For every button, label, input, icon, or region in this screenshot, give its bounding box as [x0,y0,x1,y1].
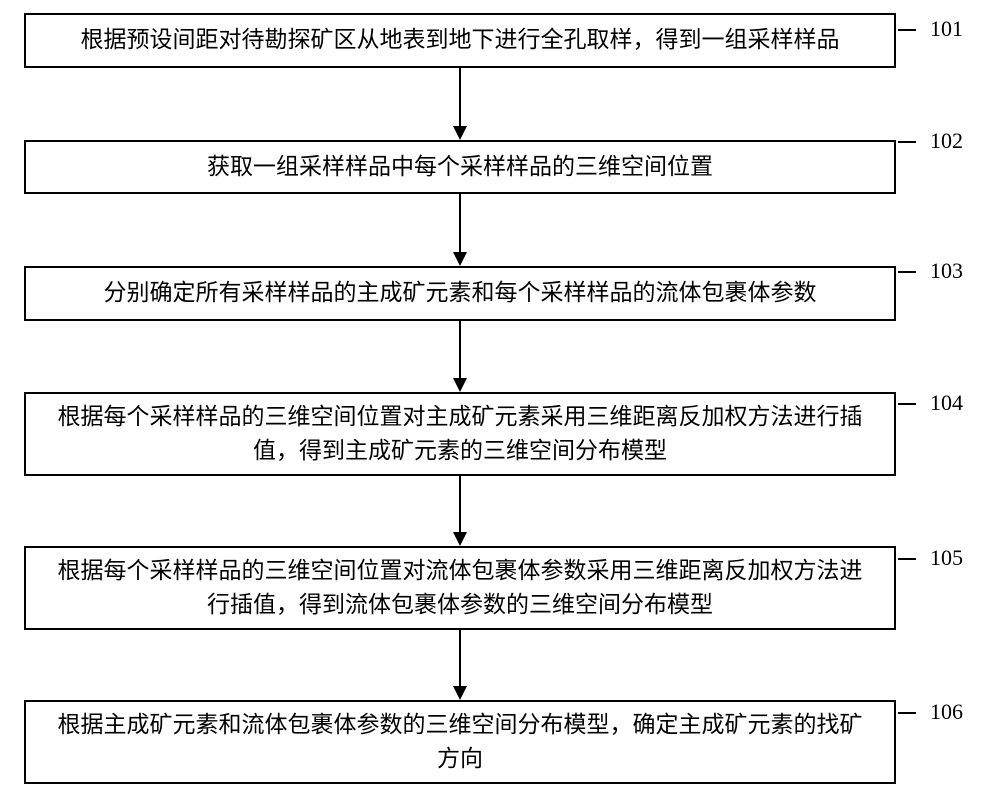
flowchart-step-6: 根据主成矿元素和流体包裹体参数的三维空间分布模型，确定主成矿元素的找矿方向 [24,700,896,784]
arrow-line [459,630,461,686]
flowchart-step-5: 根据每个采样样品的三维空间位置对流体包裹体参数采用三维距离反加权方法进行插值，得… [24,546,896,630]
arrow-head-icon [453,252,467,266]
arrow-head-icon [453,686,467,700]
step-label-104: 104 [930,390,963,416]
label-leader [898,29,916,31]
step-label-101: 101 [930,16,963,42]
flowchart-step-2: 获取一组采样样品中每个采样样品的三维空间位置 [24,140,896,194]
step-text: 根据每个采样样品的三维空间位置对流体包裹体参数采用三维距离反加权方法进行插值，得… [56,554,864,623]
step-label-103: 103 [930,258,963,284]
arrow-line [459,68,461,126]
arrow-line [459,194,461,252]
step-text: 根据主成矿元素和流体包裹体参数的三维空间分布模型，确定主成矿元素的找矿方向 [56,708,864,777]
step-label-102: 102 [930,128,963,154]
arrow-line [459,476,461,532]
label-leader [898,712,916,714]
step-text: 分别确定所有采样样品的主成矿元素和每个采样样品的流体包裹体参数 [104,276,817,311]
arrow-head-icon [453,378,467,392]
step-label-106: 106 [930,699,963,725]
label-leader [898,271,916,273]
flowchart-step-1: 根据预设间距对待勘探矿区从地表到地下进行全孔取样，得到一组采样样品 [24,13,896,68]
step-text: 根据每个采样样品的三维空间位置对主成矿元素采用三维距离反加权方法进行插值，得到主… [56,400,864,469]
label-leader [898,403,916,405]
label-leader [898,141,916,143]
step-text: 获取一组采样样品中每个采样样品的三维空间位置 [207,150,713,185]
label-leader [898,558,916,560]
arrow-head-icon [453,126,467,140]
flowchart-step-3: 分别确定所有采样样品的主成矿元素和每个采样样品的流体包裹体参数 [24,266,896,321]
flowchart-container: 根据预设间距对待勘探矿区从地表到地下进行全孔取样，得到一组采样样品 101 获取一组… [0,0,1000,797]
arrow-head-icon [453,532,467,546]
step-text: 根据预设间距对待勘探矿区从地表到地下进行全孔取样，得到一组采样样品 [81,23,840,58]
step-label-105: 105 [930,545,963,571]
flowchart-step-4: 根据每个采样样品的三维空间位置对主成矿元素采用三维距离反加权方法进行插值，得到主… [24,392,896,476]
arrow-line [459,321,461,378]
